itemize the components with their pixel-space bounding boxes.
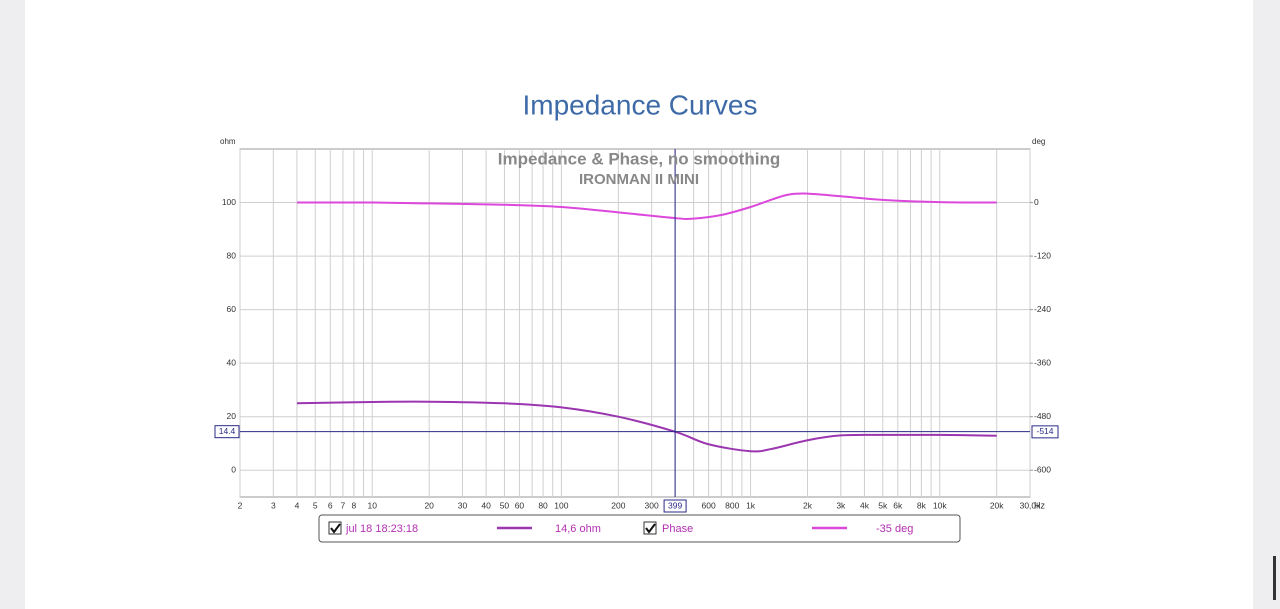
x-tick-label: 6 — [328, 500, 333, 510]
chart-subtitle: IRONMAN II MINI — [579, 171, 699, 188]
y2-axis-label: deg — [1032, 137, 1045, 146]
y2-tick-label: -360 — [1034, 357, 1051, 367]
x-tick-label: 20k — [990, 500, 1004, 510]
legend-checkbox[interactable] — [643, 521, 657, 535]
x-tick-label: 3 — [271, 500, 276, 510]
x-tick-label: 20 — [424, 500, 434, 510]
legend-checkbox[interactable] — [328, 521, 342, 535]
x-tick-label: 200 — [611, 500, 625, 510]
x-tick-label: 6k — [893, 500, 903, 510]
x-tick-label: 800 — [725, 500, 739, 510]
legend-readout: 14,6 ohm — [555, 523, 601, 535]
y2-tick-label: -600 — [1034, 464, 1051, 474]
y2-tick-label: -240 — [1034, 304, 1051, 314]
x-tick-label: 1k — [746, 500, 756, 510]
y-tick-label: 80 — [227, 250, 237, 260]
x-tick-label: 7 — [341, 500, 346, 510]
y2-tick-label: -120 — [1034, 250, 1051, 260]
scrollbar[interactable] — [1273, 556, 1276, 600]
cursor-x-label: 399 — [668, 500, 682, 510]
x-tick-label: 8 — [352, 500, 357, 510]
x-tick-label: 80 — [538, 500, 548, 510]
series-line — [296, 400, 997, 453]
checkmark — [330, 523, 341, 534]
legend-readout: -35 deg — [876, 523, 913, 535]
x-tick-label: 30 — [458, 500, 468, 510]
series-line — [296, 192, 997, 220]
cursor-box — [1031, 425, 1059, 439]
y2-tick-label: -480 — [1034, 411, 1051, 421]
cursor-box — [214, 425, 240, 439]
y-tick-label: 0 — [231, 464, 236, 474]
x-tick-label: 2k — [803, 500, 813, 510]
marks — [240, 149, 1030, 497]
x-tick-label: 100 — [554, 500, 568, 510]
x-tick-label: 8k — [917, 500, 927, 510]
y2-tick-label: 0 — [1034, 197, 1039, 207]
x-tick-label: 5k — [878, 500, 888, 510]
cursor-box — [663, 499, 687, 513]
cursor-y-label: 14.4 — [219, 426, 236, 436]
x-tick-label: 60 — [515, 500, 525, 510]
legend-label: jul 18 18:23:18 — [345, 523, 418, 535]
page-title: Impedance Curves — [522, 89, 757, 120]
x-tick-label: 10k — [933, 500, 947, 510]
plot-area — [239, 148, 1031, 498]
x-tick-label: 40 — [481, 500, 491, 510]
chart-title: Impedance & Phase, no smoothing — [498, 149, 780, 168]
x-tick-label: 30,0k — [1020, 500, 1042, 510]
x-tick-label: 2 — [238, 500, 243, 510]
y-tick-label: 60 — [227, 304, 237, 314]
y-axis-label: ohm — [220, 137, 236, 146]
cursor-y2-label: -514 — [1036, 426, 1053, 436]
checkmark — [645, 523, 656, 534]
legend-label: Phase — [662, 523, 693, 535]
x-tick-label: 300 — [645, 500, 659, 510]
x-tick-label: 4k — [860, 500, 870, 510]
y-tick-label: 100 — [222, 197, 236, 207]
x-tick-label: 50 — [500, 500, 510, 510]
x-tick-label: 5 — [313, 500, 318, 510]
x-tick-label: 600 — [702, 500, 716, 510]
x-tick-label: 3k — [836, 500, 846, 510]
x-axis-label: Hz — [1034, 500, 1045, 510]
legend — [318, 514, 961, 543]
x-tick-label: 4 — [295, 500, 300, 510]
x-tick-label: 10 — [367, 500, 377, 510]
y-tick-label: 20 — [227, 411, 237, 421]
y-tick-label: 40 — [227, 357, 237, 367]
